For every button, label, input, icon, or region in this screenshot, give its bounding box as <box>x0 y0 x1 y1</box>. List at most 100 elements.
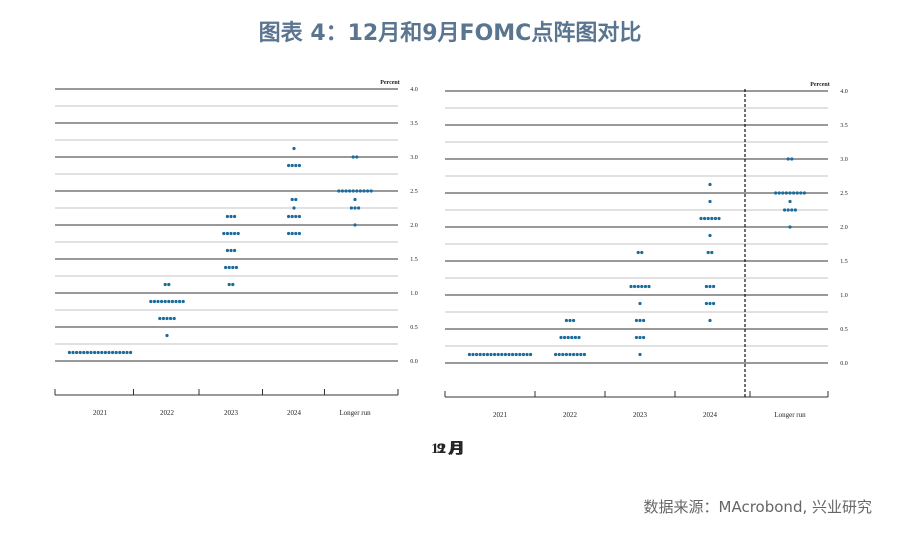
dot <box>636 284 640 289</box>
dot <box>292 146 296 151</box>
dot <box>634 318 639 323</box>
dot <box>786 157 790 161</box>
dot <box>467 352 471 357</box>
dot <box>554 352 558 357</box>
dot <box>294 214 298 219</box>
dot <box>297 163 301 168</box>
dot <box>348 189 352 193</box>
source: 数据来源：MAcrobond, 兴业研究 <box>644 498 872 516</box>
dot <box>485 352 489 357</box>
y-tick-label: 3.5 <box>410 121 418 127</box>
dot <box>633 284 637 289</box>
dot <box>294 231 298 236</box>
dot <box>478 352 482 357</box>
dot <box>566 335 570 340</box>
dot <box>121 350 125 355</box>
dot <box>225 231 229 236</box>
dot <box>149 299 153 304</box>
dot <box>111 350 115 355</box>
dot <box>167 299 171 304</box>
x-tick-label: 2024 <box>703 411 718 419</box>
dot <box>557 352 561 357</box>
dot <box>795 191 799 195</box>
dot <box>227 265 231 270</box>
y-tick-label: 1.0 <box>410 291 418 297</box>
dot <box>287 231 291 236</box>
dot <box>788 225 792 229</box>
dot <box>75 350 79 355</box>
dot <box>710 250 714 255</box>
dot <box>152 299 156 304</box>
dot <box>362 189 366 193</box>
y-tick-label: 0.5 <box>410 325 418 331</box>
dot <box>231 282 235 287</box>
dot <box>514 352 518 357</box>
title: 图表 4：12月和9月FOMC点阵图对比 <box>259 20 642 46</box>
dot <box>71 350 75 355</box>
dot <box>493 352 497 357</box>
dot <box>114 350 118 355</box>
dot <box>799 191 803 195</box>
dot <box>163 299 167 304</box>
y-tick-label: 0.5 <box>840 327 848 333</box>
dot <box>233 248 237 253</box>
dot <box>178 299 182 304</box>
dot <box>224 265 228 270</box>
panel-caption: 9 月 <box>437 440 463 457</box>
y-tick-label: 3.5 <box>840 123 848 129</box>
dot <box>156 299 160 304</box>
dot <box>366 189 370 193</box>
dot <box>788 199 792 204</box>
dot <box>172 316 176 321</box>
dot <box>351 189 355 193</box>
dot <box>518 352 522 357</box>
dot <box>638 301 642 306</box>
dot <box>174 299 178 304</box>
y-tick-label: 2.0 <box>410 223 418 229</box>
y-axis-label: Percent <box>810 82 830 88</box>
dot <box>181 299 185 304</box>
dot <box>225 214 229 219</box>
dot <box>294 163 298 168</box>
dot <box>706 216 710 221</box>
dot <box>129 350 133 355</box>
y-tick-label: 4.0 <box>410 87 418 93</box>
dot <box>783 208 787 212</box>
dot <box>788 191 792 195</box>
dot <box>790 208 794 212</box>
dot <box>369 189 373 193</box>
dot <box>222 231 226 236</box>
dot <box>471 352 475 357</box>
dot <box>561 352 565 357</box>
dot <box>629 284 633 289</box>
x-tick-label: 2022 <box>563 411 578 419</box>
dot <box>225 248 229 253</box>
dot <box>525 352 529 357</box>
dot <box>236 231 240 236</box>
x-tick-label: 2022 <box>160 409 175 417</box>
x-tick-label: Longer run <box>774 411 806 419</box>
dot <box>340 189 344 193</box>
dot <box>582 352 587 357</box>
dot <box>638 335 642 340</box>
x-tick-label: Longer run <box>339 409 371 417</box>
dot <box>231 265 235 270</box>
dot <box>125 350 129 355</box>
dot <box>717 216 721 221</box>
dot <box>167 282 171 287</box>
dot <box>489 352 493 357</box>
dot <box>564 352 569 357</box>
x-tick-label: 2021 <box>93 409 108 417</box>
dot <box>572 352 576 357</box>
dot <box>568 352 572 357</box>
dot <box>169 316 173 321</box>
dot <box>227 282 231 287</box>
dot <box>802 191 807 195</box>
dot <box>297 214 301 219</box>
x-tick-label: 2023 <box>224 409 239 417</box>
y-tick-label: 2.5 <box>840 191 848 197</box>
dot <box>704 301 709 306</box>
dot <box>290 231 294 236</box>
dot <box>96 350 100 355</box>
